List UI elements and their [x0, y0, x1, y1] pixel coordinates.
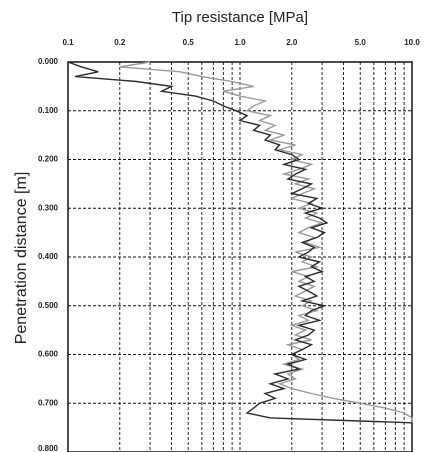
y-tick-label: 0.400 — [38, 252, 59, 261]
y-tick-label: 0.500 — [38, 301, 59, 310]
profile-line — [119, 61, 413, 423]
y-tick-label: 0.800 — [38, 444, 59, 452]
profile-line — [67, 61, 413, 424]
y-tick-label: 0.700 — [38, 398, 59, 407]
x-tick-label: 10.0 — [404, 38, 420, 47]
y-axis-title: Penetration distance [m] — [13, 172, 30, 345]
x-tick-label: 2.0 — [286, 38, 298, 47]
x-tick-label: 5.0 — [355, 38, 367, 47]
x-tick-label: 0.5 — [183, 38, 195, 47]
y-tick-label: 0.100 — [38, 106, 59, 115]
x-tick-label: 0.1 — [62, 38, 74, 47]
y-tick-label: 0.000 — [38, 57, 59, 66]
x-tick-label: 0.2 — [114, 38, 126, 47]
x-tick-label: 1.0 — [234, 38, 246, 47]
y-tick-label: 0.200 — [38, 155, 59, 164]
x-axis-title: Tip resistance [MPa] — [172, 9, 308, 26]
y-tick-label: 0.300 — [38, 203, 59, 212]
y-tick-label: 0.600 — [38, 350, 59, 359]
plot-frame — [67, 61, 413, 452]
